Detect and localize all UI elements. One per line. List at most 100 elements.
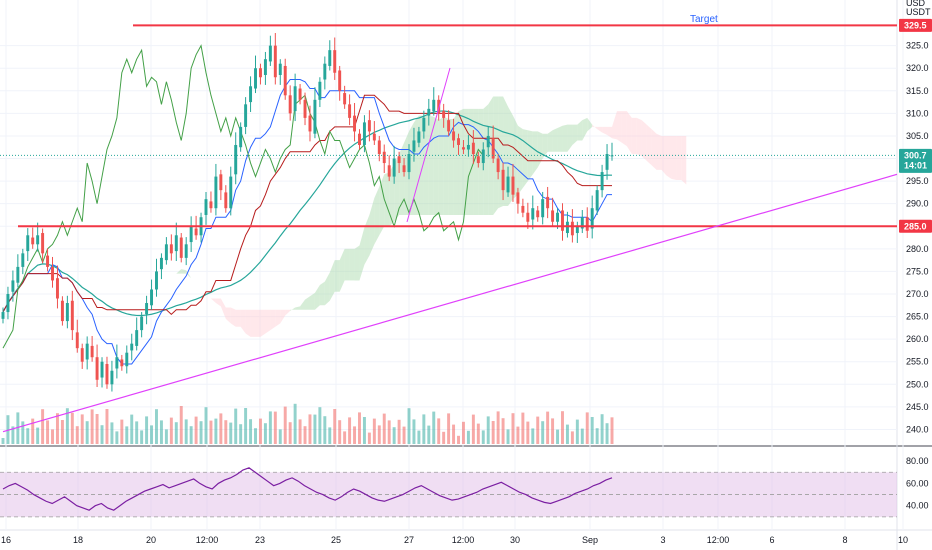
cloud-segment-bearish	[666, 135, 672, 179]
ichimoku-lines	[2, 44, 612, 365]
volume-bar	[496, 411, 500, 444]
last-price-tag: 300.7 14:01	[899, 148, 932, 173]
volume-bar	[377, 425, 381, 444]
volume-bar	[105, 409, 109, 444]
price-pane[interactable]	[0, 0, 897, 446]
candle-up	[362, 122, 366, 145]
ascending-trendline[interactable]	[2, 173, 898, 433]
cloud-segment-bullish	[354, 245, 360, 281]
cloud-segment-bullish	[443, 116, 449, 215]
candle-up	[249, 86, 253, 103]
volume-bar	[491, 421, 495, 444]
cloud-segment-bullish	[587, 117, 593, 132]
time-tick-label: 10	[898, 535, 908, 545]
volume-bar	[184, 419, 188, 444]
volume-bar	[278, 429, 282, 444]
candle-up	[481, 149, 485, 164]
volume-bar	[432, 411, 436, 444]
target-annotation[interactable]: Target	[690, 14, 718, 25]
cloud-segment-bullish	[423, 115, 429, 215]
candle-up	[417, 131, 421, 143]
candle-up	[135, 330, 139, 346]
cloud-segment-bearish	[230, 307, 236, 327]
candle-up	[234, 144, 238, 175]
price-tick-label: 290.0	[906, 199, 929, 209]
volume-bars	[1, 403, 614, 444]
volume-bar	[536, 416, 540, 444]
candle-up	[125, 352, 129, 367]
candle-down	[70, 300, 74, 331]
volume-bar	[41, 409, 45, 444]
candle-down	[46, 255, 50, 267]
volume-bar	[164, 429, 168, 444]
time-axis[interactable]: 16 18 20 12:00 23 25 27 12:00 30 Sep 3 12:00 6 8 10	[1, 535, 908, 545]
candle-up	[229, 176, 233, 209]
candle-up	[159, 257, 163, 270]
volume-bar	[140, 430, 144, 444]
candle-down	[511, 176, 515, 195]
volume-bar	[461, 421, 465, 444]
candle-down	[358, 133, 361, 145]
candle-up	[268, 45, 272, 62]
candle-down	[298, 88, 302, 100]
volume-bar	[70, 412, 74, 444]
candle-down	[536, 210, 540, 218]
volume-bar	[303, 426, 307, 444]
cloud-segment-bearish	[671, 135, 677, 180]
cloud-segment-bearish	[631, 117, 637, 155]
cloud-segment-bullish	[384, 172, 390, 227]
volume-bar	[6, 415, 10, 444]
chikou-line	[2, 44, 484, 349]
cloud-segment-bullish	[517, 125, 523, 195]
volume-bar	[318, 407, 322, 444]
candle-up	[427, 108, 431, 116]
time-tick-label: 27	[404, 535, 414, 545]
candle-down	[476, 156, 480, 164]
cloud-segment-bearish	[616, 111, 622, 143]
impulse-trendline[interactable]	[406, 67, 451, 223]
candle-down	[303, 99, 307, 118]
rsi-line	[2, 467, 613, 511]
candle-up	[174, 235, 178, 252]
cloud-segment-bullish	[567, 124, 573, 152]
volume-bar	[90, 409, 94, 444]
price-axis[interactable]: 240.0 245.0 250.0 255.0 260.0 265.0 270.0 275.0…	[906, 41, 929, 435]
candle-down	[224, 192, 228, 209]
cloud-segment-bearish	[602, 126, 608, 135]
candle-down	[452, 131, 456, 141]
volume-bar	[194, 416, 198, 444]
volume-bar	[155, 409, 158, 444]
cloud-segment-bullish	[552, 128, 558, 152]
candle-up	[605, 154, 609, 170]
cloud-segment-bullish	[562, 124, 568, 152]
candle-down	[348, 104, 352, 118]
candle-down	[546, 196, 550, 209]
volume-bar	[362, 417, 366, 444]
cloud-segment-bullish	[329, 260, 335, 301]
ma-series-line	[2, 110, 613, 317]
volume-bar	[471, 414, 475, 444]
candle-down	[95, 357, 99, 380]
candle-down	[516, 192, 520, 204]
price-tick-label: 325.0	[906, 41, 929, 51]
volume-bar	[526, 421, 530, 444]
volume-bar	[55, 413, 59, 444]
candle-up	[506, 176, 510, 193]
candle-up	[150, 289, 154, 306]
candle-up	[263, 59, 267, 75]
cloud-segment-bullish	[542, 133, 548, 159]
candle-up	[21, 253, 25, 267]
cloud-segment-bearish	[607, 126, 612, 139]
price-tick-label: 245.0	[906, 402, 929, 412]
cloud-segment-bullish	[389, 164, 395, 227]
cloud-segment-bearish	[597, 126, 603, 133]
cloud-segment-bullish	[577, 120, 583, 141]
volume-bar	[600, 414, 604, 444]
cloud-segment-bullish	[176, 269, 182, 274]
volume-bar	[575, 419, 579, 444]
cloud-segment-bearish	[270, 309, 276, 331]
candle-up	[432, 99, 436, 112]
volume-bar	[531, 428, 535, 444]
cloud-segment-bearish	[280, 309, 286, 324]
